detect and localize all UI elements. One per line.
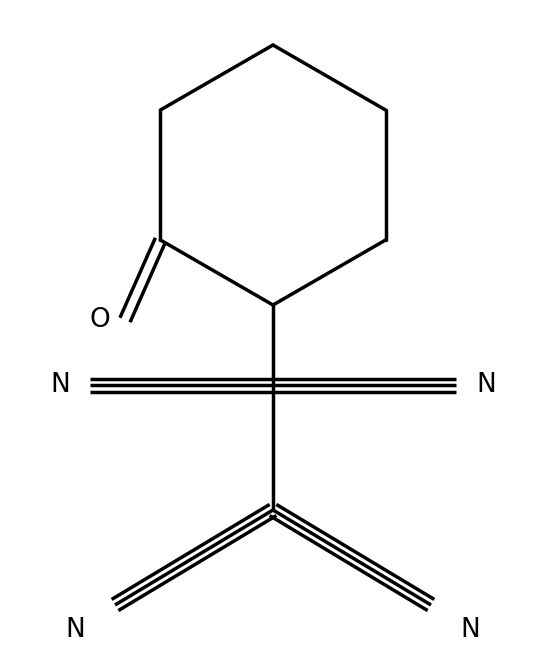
Text: N: N xyxy=(460,617,480,643)
Text: N: N xyxy=(476,372,496,398)
Text: N: N xyxy=(65,617,85,643)
Text: O: O xyxy=(90,307,110,333)
Text: N: N xyxy=(50,372,70,398)
